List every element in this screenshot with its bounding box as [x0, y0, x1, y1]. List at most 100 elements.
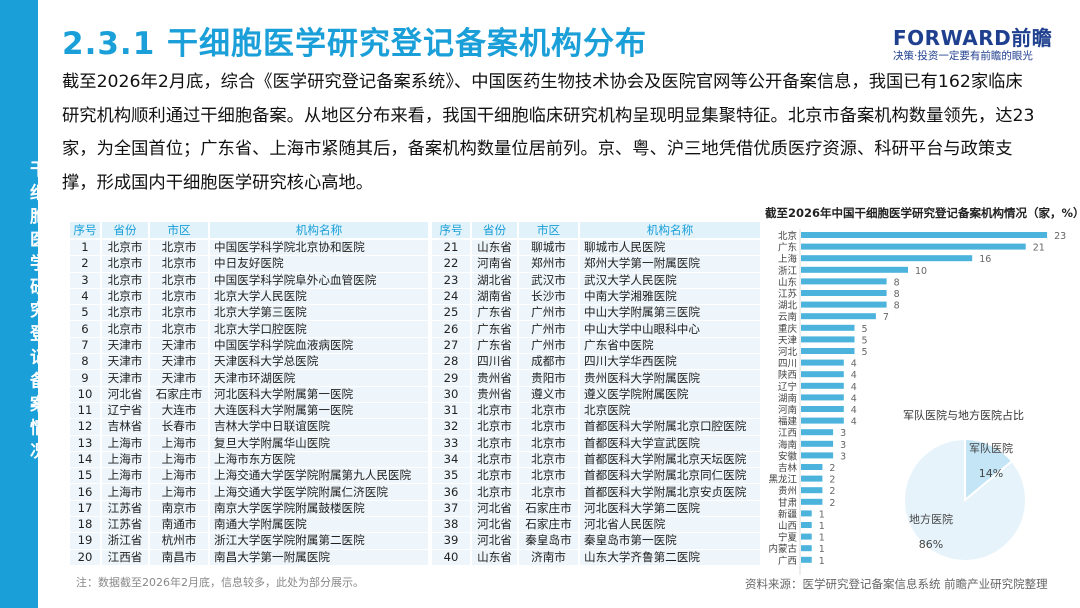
- institution-name: 郑州大学第一附属医院: [580, 256, 762, 273]
- row-number: 13: [70, 435, 102, 452]
- bar-category-label: 新疆: [778, 508, 798, 520]
- table-row: 21 山东省 聊城市 聊城市人民医院: [432, 240, 762, 257]
- institution-name: 南京大学医学院附属鼓楼医院: [210, 500, 430, 518]
- city: 天津市: [150, 337, 210, 355]
- bar-value-label: 4: [851, 417, 857, 428]
- bar-category-label: 吉林: [778, 462, 798, 474]
- row-number: 9: [70, 370, 102, 387]
- city: 南通市: [150, 517, 210, 534]
- table-row: 24 湖南省 长沙市 中南大学湘雅医院: [432, 288, 762, 306]
- source-note: 资料来源：医学研究登记备案信息系统 前瞻产业研究院整理: [745, 577, 1048, 591]
- city: 北京市: [519, 419, 580, 436]
- province: 河北省: [472, 500, 519, 518]
- province: 上海市: [102, 451, 150, 469]
- bar-value-label: 4: [851, 382, 857, 393]
- row-number: 25: [432, 305, 472, 322]
- institution-name: 中山大学中山眼科中心: [580, 321, 762, 338]
- table-row: 11 辽宁省 大连市 大连医科大学附属第一医院: [70, 402, 430, 420]
- row-number: 26: [432, 321, 472, 338]
- table-row: 38 河北省 石家庄市 河北省人民医院: [432, 517, 762, 534]
- bar: [801, 348, 855, 354]
- bar: [801, 313, 876, 320]
- page-title: 2.3.1 干细胞医学研究登记备案机构分布: [62, 26, 648, 62]
- city: 北京市: [150, 321, 210, 338]
- bar: [801, 359, 844, 366]
- bar: [801, 266, 908, 273]
- city: 长沙市: [519, 288, 580, 306]
- table-row: 8 天津市 天津市 天津医科大学总医院: [70, 354, 430, 371]
- table-row: 33 北京市 北京市 首都医科大学宣武医院: [432, 435, 762, 452]
- column-header: 市区: [519, 222, 580, 240]
- bar-value-label: 8: [894, 277, 900, 288]
- table-header-row: 序号 省份 市区 机构名称: [432, 222, 762, 240]
- logo: FORWARD前瞻 决策·投资一定要有前瞻的眼光: [893, 27, 1052, 63]
- bar-category-label: 内蒙古: [768, 543, 797, 555]
- province: 北京市: [472, 419, 519, 436]
- bar-value-label: 1: [819, 521, 825, 532]
- institution-name: 吉林大学中日联谊医院: [210, 419, 430, 436]
- city: 上海市: [150, 468, 210, 485]
- city: 北京市: [519, 435, 580, 452]
- institution-name: 天津医科大学总医院: [210, 354, 430, 371]
- bar-category-label: 湖南: [778, 392, 797, 404]
- institution-name: 首都医科大学宣武医院: [580, 435, 762, 452]
- bar-category-label: 安徽: [778, 450, 798, 462]
- bar: [801, 394, 844, 401]
- bar-category-label: 广西: [778, 555, 797, 567]
- pie-label: 军队医院: [969, 441, 1013, 455]
- pie-chart: 军队医院 14% 地方医院 86%: [903, 437, 1027, 562]
- province: 河北省: [102, 386, 150, 403]
- province: 湖南省: [472, 288, 519, 306]
- table-row: 16 上海市 上海市 上海交通大学医学院附属仁济医院: [70, 484, 430, 501]
- row-number: 32: [432, 419, 472, 436]
- city: 石家庄市: [519, 517, 580, 534]
- institution-name: 北京医院: [580, 402, 762, 420]
- city: 北京市: [150, 272, 210, 289]
- province: 北京市: [102, 305, 150, 322]
- bar-category-label: 宁夏: [778, 532, 798, 544]
- bar-value-label: 23: [1054, 231, 1066, 242]
- bar: [801, 243, 1026, 250]
- row-number: 30: [432, 386, 472, 403]
- table-row: 37 河北省 石家庄市 河北医科大学第二医院: [432, 500, 762, 518]
- row-number: 8: [70, 354, 102, 371]
- city: 贵阳市: [519, 370, 580, 387]
- row-number: 37: [432, 500, 472, 518]
- bar-value-label: 5: [862, 335, 868, 346]
- province: 上海市: [102, 468, 150, 485]
- institution-name: 武汉大学人民医院: [580, 272, 762, 289]
- bar-category-label: 山西: [778, 521, 797, 532]
- city: 遵义市: [519, 386, 580, 403]
- pie-chart-title: 军队医院与地方医院占比: [903, 409, 1024, 422]
- bar: [801, 406, 844, 412]
- bar: [801, 429, 834, 436]
- table-row: 3 北京市 北京市 中国医学科学院阜外心血管医院: [70, 272, 430, 289]
- bar-category-label: 上海: [778, 253, 798, 265]
- city: 天津市: [150, 354, 210, 371]
- city: 郑州市: [519, 256, 580, 273]
- institution-name: 天津市环湖医院: [210, 370, 430, 387]
- table-row: 35 北京市 北京市 首都医科大学附属北京同仁医院: [432, 468, 762, 485]
- institution-name: 首都医科大学附属北京口腔医院: [580, 419, 762, 436]
- table-row: 27 广东省 广州市 广东省中医院: [432, 337, 762, 355]
- bar-category-label: 浙江: [778, 265, 798, 277]
- institution-name: 浙江大学医学院附属第二医院: [210, 533, 430, 550]
- bar-category-label: 甘肃: [778, 497, 797, 509]
- table-row: 40 山东省 济南市 山东大学齐鲁第二医院: [432, 549, 762, 566]
- bar-value-label: 1: [819, 533, 825, 544]
- institution-name: 山东大学齐鲁第二医院: [580, 549, 762, 566]
- province: 广东省: [472, 337, 519, 355]
- province: 北京市: [472, 451, 519, 469]
- institution-name: 秦皇岛市第一医院: [580, 533, 762, 550]
- province: 北京市: [102, 240, 150, 257]
- table-row: 2 北京市 北京市 中日友好医院: [70, 256, 430, 273]
- bar: [801, 452, 834, 459]
- province: 湖北省: [472, 272, 519, 289]
- bar: [801, 487, 823, 494]
- bar-value-label: 2: [829, 486, 835, 497]
- row-number: 14: [70, 451, 102, 469]
- pie-slice: [964, 437, 1014, 503]
- table-row: 34 北京市 北京市 首都医科大学附属北京天坛医院: [432, 451, 762, 469]
- city: 北京市: [519, 484, 580, 501]
- column-header: 省份: [472, 222, 519, 240]
